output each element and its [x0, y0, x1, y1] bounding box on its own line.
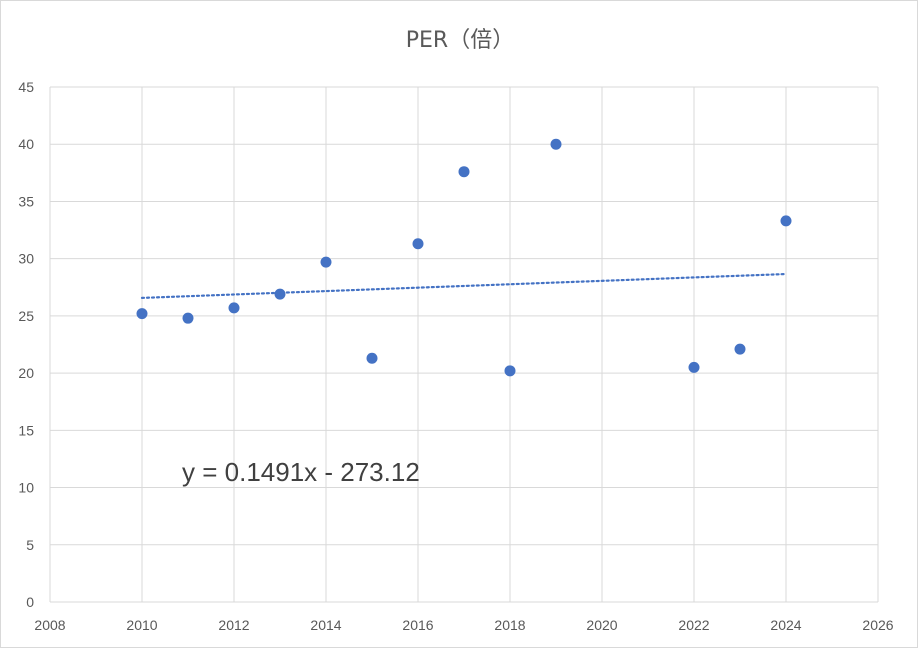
data-point: [688, 361, 700, 373]
y-axis-ticks: 0 5 10 15 20 25 30 35 40 45: [18, 79, 34, 610]
y-tick-label: 10: [18, 480, 34, 496]
y-tick-label: 20: [18, 365, 34, 381]
y-tick-label: 25: [18, 308, 34, 324]
data-point: [780, 215, 792, 227]
x-tick-label: 2018: [494, 617, 525, 633]
x-axis-ticks: 2008 2010 2012 2014 2016 2018 2020 2022 2024 2026: [34, 617, 893, 633]
x-tick-label: 2026: [862, 617, 893, 633]
y-tick-label: 35: [18, 193, 34, 209]
data-point: [228, 302, 240, 314]
y-tick-label: 5: [26, 537, 34, 553]
x-tick-label: 2020: [586, 617, 617, 633]
data-point: [550, 138, 562, 150]
data-points: [136, 138, 792, 377]
trendline-equation: y = 0.1491x - 273.12: [182, 457, 420, 487]
x-tick-label: 2008: [34, 617, 65, 633]
y-tick-label: 15: [18, 422, 34, 438]
x-tick-label: 2024: [770, 617, 801, 633]
data-point: [458, 166, 470, 178]
y-tick-label: 0: [26, 594, 34, 610]
x-tick-label: 2012: [218, 617, 249, 633]
trendline: [140, 272, 788, 300]
x-tick-label: 2014: [310, 617, 341, 633]
data-point: [136, 308, 148, 320]
data-point: [366, 352, 378, 364]
data-point: [734, 343, 746, 355]
x-tick-label: 2016: [402, 617, 433, 633]
data-point: [274, 288, 286, 300]
gridlines: [49, 86, 879, 603]
data-point: [504, 365, 516, 377]
y-tick-label: 40: [18, 136, 34, 152]
y-tick-label: 45: [18, 79, 34, 95]
x-tick-label: 2010: [126, 617, 157, 633]
data-point: [182, 312, 194, 324]
chart-title: PER（倍）: [405, 28, 515, 53]
x-tick-label: 2022: [678, 617, 709, 633]
y-tick-label: 30: [18, 251, 34, 267]
data-point: [412, 238, 424, 250]
data-point: [320, 256, 332, 268]
